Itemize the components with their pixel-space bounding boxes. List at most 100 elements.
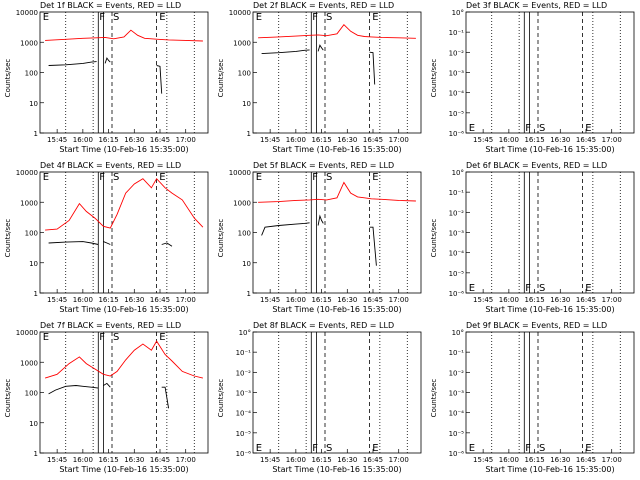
chart-title: Det 3f BLACK = Events, RED = LLD xyxy=(466,1,608,10)
y-tick-label: 10⁻⁵ xyxy=(449,270,465,278)
plot-frame xyxy=(252,331,422,454)
y-tick-label: 100 xyxy=(25,230,38,238)
plot-frame xyxy=(39,11,209,134)
plot-area: 10° 10⁻¹ 10⁻² 10⁻³ 10⁻⁴ 10⁻⁵ 10⁻⁶ 15:45 16:00 16:… xyxy=(449,9,635,144)
x-axis-label: Start Time (10-Feb-16 15:35:00) xyxy=(272,145,402,154)
plot-area: 10000 1000 100 10 1 15:45 16:00 16:15 16:30 16:45… xyxy=(16,169,209,304)
event-marker: S xyxy=(326,443,332,454)
x-axis-label: Start Time (10-Feb-16 15:35:00) xyxy=(485,145,615,154)
plot-frame xyxy=(39,331,209,454)
x-tick-label: 16:15 xyxy=(524,456,544,464)
y-tick-label: 1000 xyxy=(233,39,251,47)
series-events-line xyxy=(161,242,173,247)
x-tick-label: 16:00 xyxy=(499,296,519,304)
plot-area: 10000 1000 100 10 1 15:45 16:00 16:15 16:30 16:45… xyxy=(229,169,422,304)
panel-det-8f: Det 8f BLACK = Events, RED = LLD 10° 10⁻¹… xyxy=(213,320,426,480)
chart-title: Det 8f BLACK = Events, RED = LLD xyxy=(253,321,395,330)
event-marker: E xyxy=(159,12,165,23)
y-tick-label: 10⁻² xyxy=(236,369,252,377)
x-tick-label: 15:45 xyxy=(260,296,280,304)
x-tick-label: 16:15 xyxy=(98,456,118,464)
event-marker: E xyxy=(43,172,49,183)
y-tick-label: 10⁻⁵ xyxy=(236,430,252,438)
plot-area: 10° 10⁻¹ 10⁻² 10⁻³ 10⁻⁴ 10⁻⁵ 10⁻⁶ 15:45 16:00 16:… xyxy=(449,329,635,464)
x-tick-label: 16:30 xyxy=(124,296,144,304)
y-tick-label: 10° xyxy=(452,9,464,17)
y-tick-label: 1 xyxy=(247,130,251,138)
y-tick-label: 10⁻⁴ xyxy=(449,90,465,98)
series-events-line xyxy=(48,385,99,395)
y-tick-label: 10⁻³ xyxy=(449,230,465,238)
x-tick-label: 16:45 xyxy=(150,136,170,144)
y-tick-label: 10° xyxy=(452,169,464,177)
plot-frame xyxy=(465,11,635,134)
x-tick-label: 17:00 xyxy=(602,456,622,464)
event-marker: E xyxy=(469,123,475,134)
x-tick-label: 16:15 xyxy=(524,296,544,304)
x-tick-label: 16:15 xyxy=(311,296,331,304)
x-tick-label: 17:00 xyxy=(602,296,622,304)
chart-title: Det 5f BLACK = Events, RED = LLD xyxy=(253,161,395,170)
event-marker: F xyxy=(99,172,105,183)
series-events-line xyxy=(261,49,310,55)
event-marker: F xyxy=(312,443,318,454)
x-tick-label: 16:00 xyxy=(499,136,519,144)
x-tick-label: 16:45 xyxy=(363,296,383,304)
x-axis-label: Start Time (10-Feb-16 15:35:00) xyxy=(272,305,402,314)
plot-area: 10000 1000 100 10 1 15:45 16:00 16:15 16:30 16:45… xyxy=(16,9,209,144)
y-axis-label: Counts/sec xyxy=(217,218,225,258)
x-tick-label: 16:30 xyxy=(550,136,570,144)
x-tick-label: 17:00 xyxy=(389,296,409,304)
event-marker: E xyxy=(256,172,262,183)
event-marker: F xyxy=(312,172,318,183)
x-tick-label: 15:45 xyxy=(47,456,67,464)
series-events-line xyxy=(369,226,377,266)
y-axis-label: Counts/sec xyxy=(430,378,438,418)
x-tick-label: 15:45 xyxy=(260,136,280,144)
x-tick-label: 16:00 xyxy=(286,296,306,304)
event-marker: F xyxy=(525,443,531,454)
event-marker: F xyxy=(525,123,531,134)
y-axis-label: Counts/sec xyxy=(4,58,12,98)
y-tick-label: 1 xyxy=(34,130,38,138)
event-marker: S xyxy=(113,332,119,343)
plot-area: 10000 1000 100 10 1 15:45 16:00 16:15 16:30 16:45… xyxy=(229,9,422,144)
event-marker: S xyxy=(539,283,545,294)
chart-title: Det 7f BLACK = Events, RED = LLD xyxy=(40,321,182,330)
y-tick-label: 1000 xyxy=(20,359,38,367)
plot-frame xyxy=(252,11,422,134)
x-tick-label: 16:30 xyxy=(337,136,357,144)
y-tick-label: 10° xyxy=(239,329,251,337)
series-events-line xyxy=(103,241,111,245)
series-events-line xyxy=(317,44,324,52)
x-tick-label: 16:30 xyxy=(550,296,570,304)
panel-det-7f: Det 7f BLACK = Events, RED = LLD 10000 10… xyxy=(0,320,213,480)
y-tick-label: 1 xyxy=(34,450,38,458)
y-tick-label: 10⁻³ xyxy=(449,70,465,78)
event-marker: S xyxy=(113,172,119,183)
event-marker: E xyxy=(585,283,591,294)
y-tick-label: 10° xyxy=(452,329,464,337)
y-tick-label: 10⁻² xyxy=(449,369,465,377)
x-axis-label: Start Time (10-Feb-16 15:35:00) xyxy=(272,465,402,474)
x-tick-label: 16:30 xyxy=(337,456,357,464)
event-marker: E xyxy=(256,443,262,454)
chart-title: Det 1f BLACK = Events, RED = LLD xyxy=(40,1,182,10)
plot-frame xyxy=(465,331,635,454)
event-marker: F xyxy=(99,332,105,343)
series-lld-line xyxy=(45,177,204,231)
y-tick-label: 10⁻¹ xyxy=(449,349,465,357)
x-tick-label: 16:00 xyxy=(73,456,93,464)
event-marker: E xyxy=(159,332,165,343)
y-tick-label: 10⁻⁵ xyxy=(449,110,465,118)
y-tick-label: 1 xyxy=(247,290,251,298)
y-tick-label: 10 xyxy=(29,420,38,428)
event-marker: E xyxy=(43,12,49,23)
y-tick-label: 100 xyxy=(25,390,38,398)
event-marker: E xyxy=(372,12,378,23)
x-tick-label: 16:45 xyxy=(363,456,383,464)
y-tick-label: 10⁻¹ xyxy=(449,189,465,197)
y-tick-label: 10⁻¹ xyxy=(236,349,252,357)
x-tick-label: 15:45 xyxy=(47,296,67,304)
